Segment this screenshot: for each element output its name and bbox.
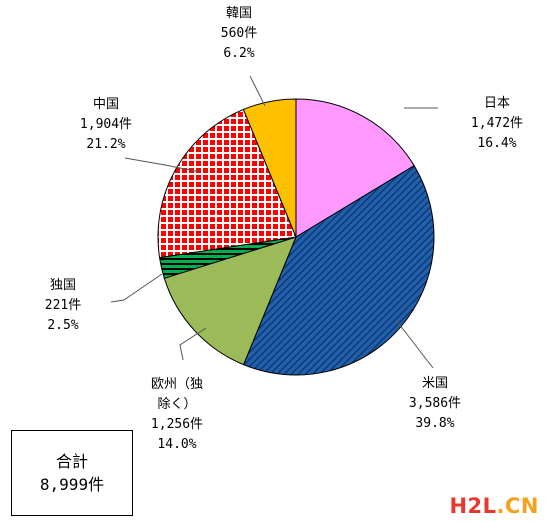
slice-label-line: 欧州（独 [151, 377, 203, 392]
slice-label-line: 16.4% [477, 136, 516, 151]
slice-label-line: 560件 [221, 26, 257, 41]
slice-label-2: 米国 3,586件 39.8% [409, 376, 461, 431]
slice-label-3: 欧州（独除く） 1,256件 14.0% [151, 377, 203, 452]
slice-label-line: 米国 [422, 376, 448, 391]
leader-line-2 [395, 319, 434, 369]
slice-label-line: 39.8% [415, 416, 454, 431]
pie-slice-6 [242, 98, 297, 238]
slice-label-line: 2.5% [47, 318, 78, 333]
pie-slice-5 [157, 108, 297, 259]
slice-label-line: 韓国 [226, 6, 252, 21]
leader-line-3 [179, 327, 207, 361]
slice-label-line: 6.2% [223, 46, 254, 61]
leader-line-4 [110, 273, 163, 303]
slice-label-line: 中国 [93, 97, 119, 112]
slice-label-line: 除く） [157, 397, 196, 412]
slice-label-line: 14.0% [157, 437, 196, 452]
watermark-part1: H2L [449, 494, 497, 518]
total-title: 合計 [55, 452, 88, 471]
slice-label-line: 3,586件 [409, 396, 461, 411]
watermark-part2: .CN [496, 494, 539, 518]
slice-label-line: 221件 [45, 298, 81, 313]
slice-label-line: 1,472件 [471, 116, 523, 131]
slice-label-4: 独国 221件 2.5% [45, 278, 81, 333]
slice-label-1: 日本 1,472件 16.4% [471, 96, 523, 151]
total-box: 合計 8,999件 [11, 430, 133, 516]
slice-label-6: 韓国 560件 6.2% [221, 6, 257, 61]
slice-label-line: 1,904件 [80, 117, 132, 132]
leader-line-5 [124, 157, 201, 173]
slice-label-line: 独国 [50, 278, 76, 293]
total-value: 8,999件 [39, 475, 105, 494]
slice-label-line: 1,256件 [151, 417, 203, 432]
leader-line-6 [249, 75, 266, 107]
slice-label-5: 中国 1,904件 21.2% [80, 97, 132, 152]
pie-slice-1 [295, 98, 415, 238]
slice-label-line: 21.2% [86, 137, 125, 152]
watermark-logo: H2L.CN [449, 494, 539, 518]
pie-slice-3 [163, 236, 297, 366]
slice-label-line: 日本 [484, 96, 510, 111]
